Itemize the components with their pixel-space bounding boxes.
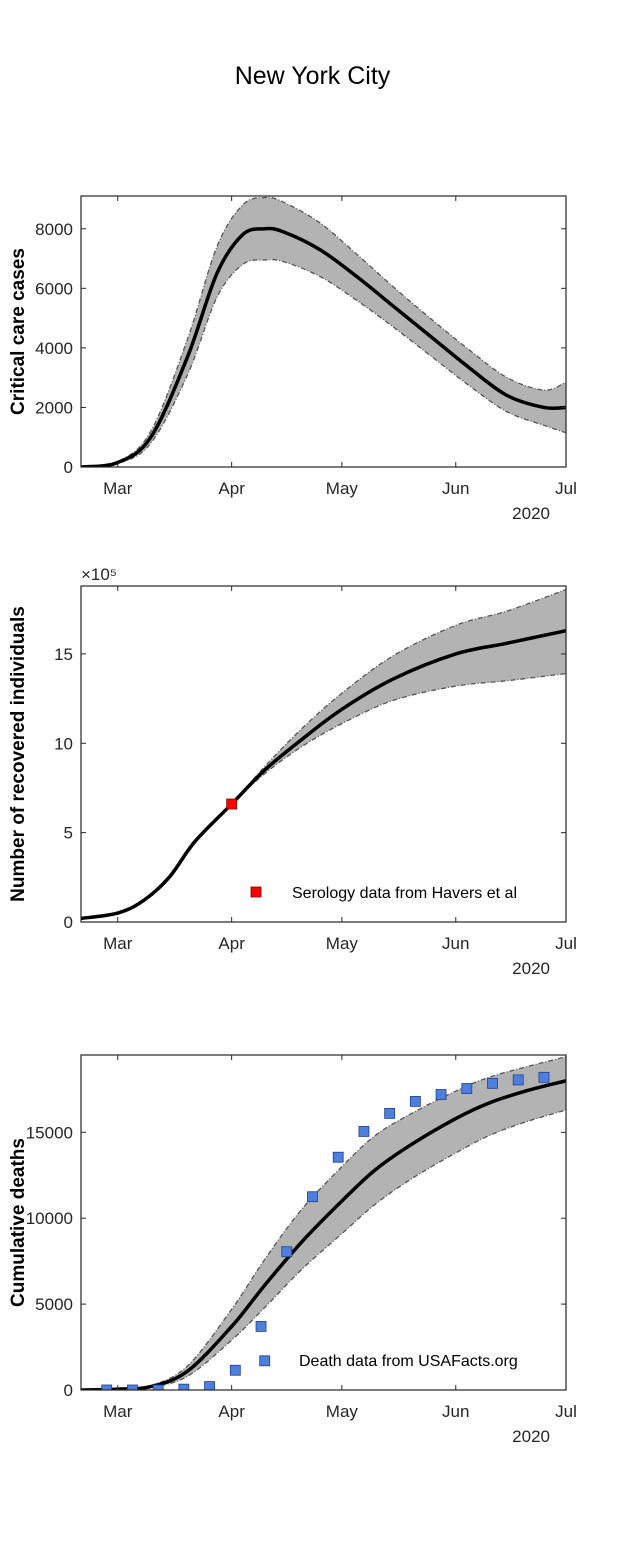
x-tick-label: Jun xyxy=(442,1402,469,1421)
data-point xyxy=(487,1077,498,1089)
y-tick-label: 8000 xyxy=(35,220,73,239)
y-tick-label: 4000 xyxy=(35,339,73,358)
x-tick-label: May xyxy=(326,1402,359,1421)
axes-box xyxy=(80,195,567,468)
upper-bound-line xyxy=(81,588,566,920)
x-tick-label: Apr xyxy=(218,479,245,498)
x-tick-label: Apr xyxy=(218,934,245,953)
x-tick-label: Jun xyxy=(442,934,469,953)
x-tick-label: May xyxy=(326,934,359,953)
plot-area xyxy=(81,588,566,921)
x-tick-label: Mar xyxy=(103,479,133,498)
y-axis-label: Cumulative deaths xyxy=(8,1138,29,1307)
y-tick-label: 5 xyxy=(64,824,73,843)
axes-box xyxy=(80,585,567,923)
confidence-band xyxy=(81,1056,566,1390)
y-tick-label: 5000 xyxy=(35,1295,73,1314)
x-tick-label: Mar xyxy=(103,934,133,953)
data-point xyxy=(281,1246,293,1258)
x-tick-label: Mar xyxy=(103,1402,133,1421)
data-point xyxy=(204,1381,215,1390)
data-point xyxy=(461,1083,473,1094)
y-tick-label: 2000 xyxy=(35,398,73,417)
y-tick-label: 0 xyxy=(64,458,73,477)
data-point xyxy=(358,1126,370,1137)
upper-bound-line xyxy=(81,196,566,467)
x-year-label: 2020 xyxy=(512,504,550,523)
legend-label: Death data from USAFacts.org xyxy=(299,1353,518,1370)
y-tick-label: 10000 xyxy=(26,1209,73,1228)
data-point xyxy=(512,1074,524,1086)
data-point xyxy=(226,798,238,810)
data-point xyxy=(259,1355,271,1367)
data-point xyxy=(152,1384,164,1390)
legend-label: Serology data from Havers et al xyxy=(292,885,517,902)
x-tick-label: Jun xyxy=(442,479,469,498)
axes-box xyxy=(80,1054,567,1391)
data-point xyxy=(101,1384,113,1390)
y-exponent-label: ×10⁵ xyxy=(81,565,117,584)
y-tick-label: 6000 xyxy=(35,279,73,298)
data-point xyxy=(178,1383,190,1390)
data-point xyxy=(538,1071,550,1083)
data-point xyxy=(384,1108,396,1119)
data-point xyxy=(332,1151,344,1163)
plot-area xyxy=(81,1056,566,1390)
x-tick-label: Jul xyxy=(555,479,577,498)
y-tick-label: 10 xyxy=(54,734,73,753)
median-line xyxy=(81,628,566,921)
y-tick-label: 15000 xyxy=(26,1123,73,1142)
x-tick-label: Apr xyxy=(218,1402,245,1421)
data-point xyxy=(127,1384,138,1390)
x-tick-label: May xyxy=(326,479,359,498)
plot-area xyxy=(81,196,566,467)
data-point xyxy=(229,1364,241,1376)
data-point xyxy=(255,1321,267,1332)
confidence-band xyxy=(81,589,566,919)
legend-marker xyxy=(250,886,262,898)
x-year-label: 2020 xyxy=(512,959,550,978)
lower-bound-line xyxy=(81,672,566,920)
x-year-label: 2020 xyxy=(512,1427,550,1446)
data-point xyxy=(307,1191,318,1203)
median-line xyxy=(81,226,566,467)
x-tick-label: Jul xyxy=(555,1402,577,1421)
figure-title: New York City xyxy=(234,62,391,90)
data-point xyxy=(409,1095,421,1107)
y-tick-label: 0 xyxy=(64,1381,73,1400)
lower-bound-line xyxy=(81,258,566,467)
data-point xyxy=(435,1089,447,1100)
y-tick-label: 0 xyxy=(64,913,73,932)
x-tick-label: Jul xyxy=(555,934,577,953)
y-tick-label: 15 xyxy=(54,645,73,664)
y-axis-label: Critical care cases xyxy=(8,248,29,415)
y-axis-label: Number of recovered individuals xyxy=(8,606,29,902)
lower-bound-line xyxy=(81,1109,566,1390)
